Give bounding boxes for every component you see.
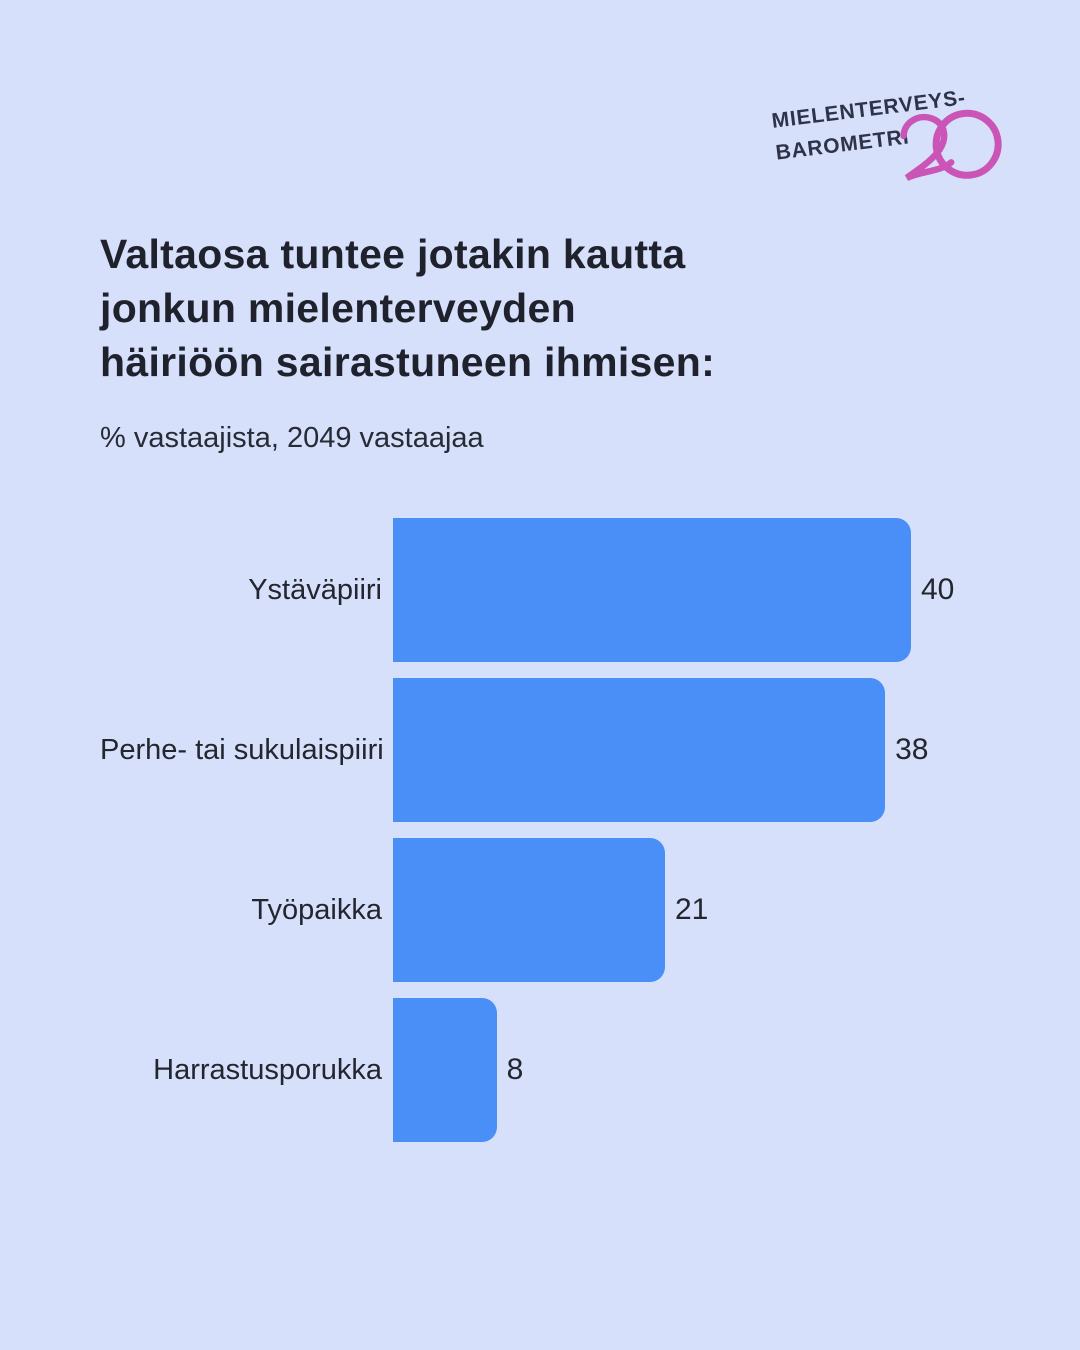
mielenterveysbarometri-logo: MIELENTERVEYS- BAROMETRI <box>770 69 1080 205</box>
bar-row: Ystäväpiiri 40 <box>100 518 1020 662</box>
bar <box>393 518 911 662</box>
bar <box>393 998 497 1142</box>
chart-title: Valtaosa tuntee jotakin kautta jonkun mi… <box>100 227 715 389</box>
logo-anniversary-20-icon <box>900 109 1002 181</box>
bar-row: Työpaikka 21 <box>100 838 1020 982</box>
category-label: Ystäväpiiri <box>248 573 382 606</box>
bar-row: Harrastusporukka 8 <box>100 998 1020 1142</box>
value-label: 8 <box>506 1053 524 1086</box>
value-label: 38 <box>895 733 929 766</box>
category-label: Harrastusporukka <box>153 1053 382 1086</box>
logo-digit-0 <box>932 109 1002 179</box>
horizontal-bar-chart: Ystäväpiiri 40 Perhe- tai sukulaispiiri 38 T… <box>100 518 1020 1158</box>
bar-row: Perhe- tai sukulaispiiri 38 <box>100 678 1020 822</box>
value-label: 21 <box>674 893 709 926</box>
bar <box>393 678 886 822</box>
bar <box>393 838 665 982</box>
bar-track: 21 <box>393 838 911 982</box>
title-line-1: Valtaosa tuntee jotakin kautta <box>100 231 686 277</box>
bar-track: 40 <box>393 518 954 662</box>
category-label: Työpaikka <box>251 893 382 926</box>
bar-track: 38 <box>393 678 928 822</box>
chart-subtitle: % vastaajista, 2049 vastaajaa <box>100 422 484 454</box>
bar-track: 8 <box>393 998 911 1142</box>
value-label: 40 <box>921 573 955 606</box>
title-line-3: häiriöön sairastuneen ihmisen: <box>100 339 716 385</box>
title-line-2: jonkun mielenterveyden <box>100 285 576 331</box>
category-label: Perhe- tai sukulaispiiri <box>100 733 384 766</box>
